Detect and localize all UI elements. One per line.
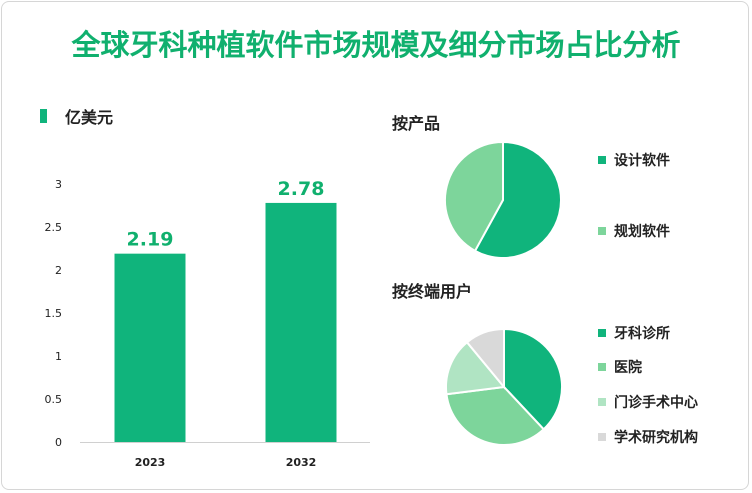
legend-swatch <box>598 363 606 371</box>
legend-label: 学术研究机构 <box>614 430 698 446</box>
bar <box>114 253 186 442</box>
bar <box>265 202 337 442</box>
chart-title: 全球牙科种植软件市场规模及细分市场占比分析 <box>71 28 681 62</box>
legend-label: 规划软件 <box>614 224 670 240</box>
legend-item: 医院 <box>598 357 642 377</box>
legend-item: 设计软件 <box>598 150 670 170</box>
x-tick-label: 2032 <box>286 456 317 469</box>
y-tick-label: 1 <box>55 350 62 363</box>
data-label: 2.78 <box>278 178 325 200</box>
pie2-title: 按终端用户 <box>392 282 473 301</box>
legend-label: 门诊手术中心 <box>614 395 698 411</box>
legend-label: 牙科诊所 <box>614 326 670 342</box>
legend-swatch <box>598 227 606 235</box>
legend-swatch <box>598 156 606 164</box>
legend-item: 门诊手术中心 <box>598 392 698 412</box>
legend-swatch <box>598 433 606 441</box>
legend-swatch <box>598 329 606 337</box>
legend-item: 牙科诊所 <box>598 323 670 343</box>
legend-item: 学术研究机构 <box>598 427 698 447</box>
unit-swatch <box>40 109 47 123</box>
y-tick-label: 1.5 <box>45 307 63 320</box>
pie1-title: 按产品 <box>392 114 441 133</box>
y-tick-label: 0.5 <box>45 393 63 406</box>
unit-legend: 亿美元 <box>40 104 113 128</box>
x-tick-label: 2023 <box>135 456 166 469</box>
legend-label: 医院 <box>614 360 642 376</box>
y-tick-label: 2 <box>55 264 62 277</box>
data-label: 2.19 <box>127 229 174 251</box>
unit-label: 亿美元 <box>65 108 114 127</box>
legend-label: 设计软件 <box>614 153 670 169</box>
legend-swatch <box>598 398 606 406</box>
y-tick-label: 0 <box>55 436 62 449</box>
y-tick-label: 2.5 <box>45 221 63 234</box>
bar-chart: 0 0.5 1 1.5 2 2.5 3 2.19 2023 2.78 2032 <box>45 178 370 469</box>
y-tick-label: 3 <box>55 178 62 191</box>
legend-item: 规划软件 <box>598 221 670 241</box>
